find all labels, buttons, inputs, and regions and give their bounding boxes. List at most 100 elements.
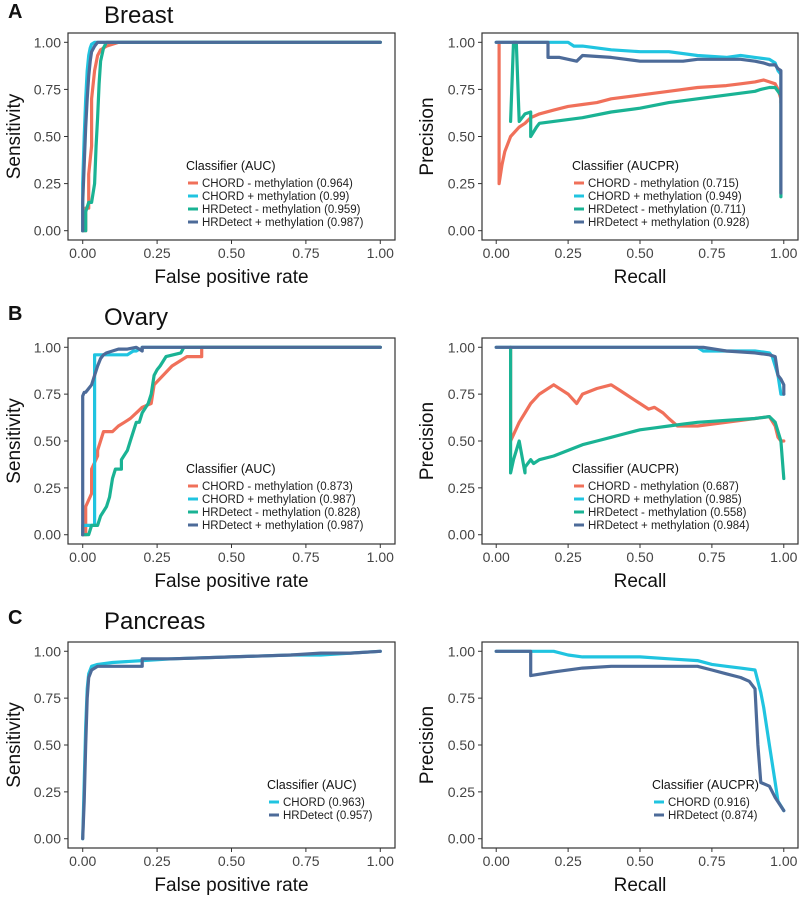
y-axis-label: Sensitivity (4, 702, 25, 788)
legend-entry[interactable]: CHORD + methylation (0.949) (588, 191, 742, 203)
y-tick-label: 0.75 (448, 386, 475, 402)
x-tick-label: 0.75 (292, 549, 319, 565)
x-tick-label: 0.00 (483, 549, 510, 565)
legend-entry[interactable]: HRDetect (0.874) (668, 810, 758, 822)
y-tick-label: 0.00 (448, 223, 475, 239)
y-tick-label: 0.50 (34, 433, 61, 449)
x-axis-label: Recall (614, 571, 667, 592)
x-tick-label: 0.00 (69, 549, 96, 565)
series-line-hrdetect-methylation (81, 345, 382, 537)
y-tick-label: 1.00 (34, 643, 61, 659)
x-tick-label: 0.25 (554, 549, 581, 565)
x-tick-label: 1.00 (367, 853, 394, 869)
chart-c-pr: 0.00 0.00 0.25 0.25 0.50 0.50 0.75 0.75 1.00 1.00… (417, 641, 799, 896)
legend-entry[interactable]: HRDetect + methylation (0.984) (588, 520, 750, 532)
chart-b: 0.00 0.00 0.25 0.25 0.50 0.50 0.75 0.75 1.00 1.00… (4, 337, 396, 592)
y-tick-label: 0.75 (448, 690, 475, 706)
x-tick-label: 0.25 (554, 245, 581, 261)
legend-entry[interactable]: CHORD (0.916) (668, 797, 750, 809)
y-tick-label: 0.50 (34, 737, 61, 753)
series-line-chord-methylation (497, 40, 783, 186)
y-axis-label: Sensitivity (4, 93, 25, 179)
series-line-hrdetect-methylation (494, 345, 786, 396)
series-line-hrdetect-methylation (81, 40, 382, 233)
legend-entry[interactable]: CHORD + methylation (0.99) (202, 191, 349, 203)
x-tick-label: 0.00 (69, 245, 96, 261)
y-tick-label: 0.75 (34, 690, 61, 706)
tissue-title-ovary: Ovary (104, 304, 168, 331)
x-tick-label: 0.25 (143, 853, 170, 869)
legend-title: Classifier (AUCPR) (652, 778, 759, 792)
x-axis-label: False positive rate (154, 875, 308, 896)
x-tick-label: 0.75 (292, 853, 319, 869)
y-tick-label: 0.75 (448, 81, 475, 97)
y-tick-label: 0.25 (34, 480, 61, 496)
legend-entry[interactable]: CHORD - methylation (0.715) (588, 178, 739, 190)
y-tick-label: 0.25 (34, 784, 61, 800)
legend-entry[interactable]: CHORD (0.963) (283, 797, 365, 809)
legend-entry[interactable]: HRDetect + methylation (0.987) (202, 217, 364, 229)
x-tick-label: 0.50 (626, 853, 653, 869)
x-tick-label: 1.00 (367, 549, 394, 565)
plot-frame (481, 32, 799, 241)
legend-entry[interactable]: CHORD + methylation (0.985) (588, 494, 742, 506)
legend: Classifier (AUCPR) CHORD (0.916)HRDetect … (652, 778, 759, 822)
y-tick-label: 0.50 (448, 737, 475, 753)
legend-entry[interactable]: HRDetect + methylation (0.928) (588, 217, 750, 229)
tissue-title-pancreas: Pancreas (104, 608, 205, 635)
legend: Classifier (AUCPR) CHORD - methylation (0… (572, 462, 750, 532)
y-tick-label: 0.75 (34, 81, 61, 97)
y-tick-label: 1.00 (34, 34, 61, 50)
y-tick-label: 1.00 (448, 339, 475, 355)
y-tick-label: 0.25 (448, 480, 475, 496)
legend-entry[interactable]: HRDetect - methylation (0.711) (588, 204, 746, 216)
y-axis-label: Precision (417, 97, 438, 175)
legend-title: Classifier (AUCPR) (572, 462, 679, 476)
x-tick-label: 0.50 (626, 549, 653, 565)
y-tick-label: 0.50 (34, 129, 61, 145)
x-tick-label: 0.75 (698, 853, 725, 869)
y-tick-label: 0.00 (34, 831, 61, 847)
x-axis-label: False positive rate (154, 267, 308, 288)
y-tick-label: 0.25 (34, 176, 61, 192)
legend: Classifier (AUC) CHORD - methylation (0.9… (186, 159, 364, 229)
legend-entry[interactable]: HRDetect + methylation (0.987) (202, 520, 364, 532)
plot-frame (67, 641, 396, 849)
chart-c: 0.00 0.00 0.25 0.25 0.50 0.50 0.75 0.75 1.00 1.00… (4, 641, 396, 896)
x-axis-label: Recall (614, 875, 667, 896)
series-line-hrdetect-methylation (494, 40, 783, 195)
y-tick-label: 0.25 (448, 784, 475, 800)
y-axis-label: Precision (417, 402, 438, 480)
y-tick-label: 0.50 (448, 129, 475, 145)
tissue-title-breast: Breast (104, 2, 174, 29)
legend-title: Classifier (AUC) (267, 778, 357, 792)
y-axis-label: Precision (417, 706, 438, 784)
legend-title: Classifier (AUC) (186, 462, 276, 476)
x-tick-label: 0.50 (218, 853, 245, 869)
legend-entry[interactable]: HRDetect - methylation (0.558) (588, 507, 747, 519)
legend-entry[interactable]: HRDetect (0.957) (283, 810, 373, 822)
x-tick-label: 1.00 (770, 853, 797, 869)
legend-entry[interactable]: CHORD + methylation (0.987) (202, 494, 356, 506)
y-tick-label: 0.50 (448, 433, 475, 449)
legend: Classifier (AUCPR) CHORD - methylation (0… (572, 159, 750, 229)
series-line-hrdetect-methylation (81, 40, 382, 233)
legend-entry[interactable]: HRDetect - methylation (0.828) (202, 507, 361, 519)
series-line-hrdetect (494, 649, 786, 813)
x-axis-label: Recall (614, 267, 667, 288)
legend-entry[interactable]: CHORD - methylation (0.873) (202, 481, 353, 493)
x-tick-label: 0.50 (218, 245, 245, 261)
x-tick-label: 0.75 (698, 549, 725, 565)
x-tick-label: 0.25 (143, 245, 170, 261)
plot-frame (67, 32, 396, 241)
y-tick-label: 0.25 (448, 176, 475, 192)
y-tick-label: 1.00 (34, 339, 61, 355)
legend-entry[interactable]: CHORD - methylation (0.687) (588, 481, 739, 493)
series-line-hrdetect-methylation (81, 345, 382, 537)
legend-entry[interactable]: CHORD - methylation (0.964) (202, 178, 353, 190)
panel-label-b: B (8, 303, 22, 325)
legend-entry[interactable]: HRDetect - methylation (0.959) (202, 204, 361, 216)
x-tick-label: 0.25 (143, 549, 170, 565)
panel-label-c: C (8, 607, 22, 629)
y-tick-label: 0.00 (448, 527, 475, 543)
